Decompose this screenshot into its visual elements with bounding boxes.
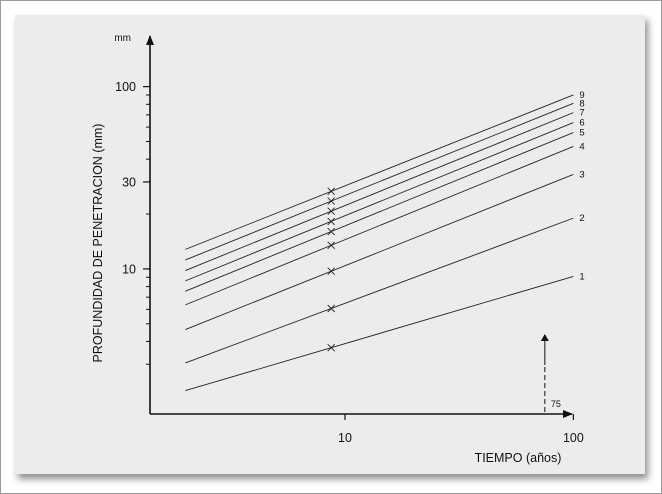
y-tick-label: 10	[122, 262, 136, 276]
marker-x-9	[327, 187, 336, 196]
series-line-6	[185, 122, 574, 282]
series-lines	[185, 94, 574, 392]
y-axis-title: PROFUNDIDAD DE PENETRACION (mm)	[91, 124, 105, 363]
series-label-9: 9	[579, 90, 584, 101]
series-label-3: 3	[579, 169, 584, 180]
x-axis-title: TIEMPO (años)	[475, 451, 562, 465]
series-label-1: 1	[579, 271, 584, 282]
x-ticks: 10 100	[338, 414, 584, 445]
markers	[327, 187, 336, 352]
series-line-8	[185, 102, 574, 261]
series-label-6: 6	[579, 118, 584, 129]
series-line-7	[185, 112, 574, 271]
y-tick-label: 30	[122, 175, 136, 189]
series-line-5	[185, 132, 574, 292]
marker-x-5	[327, 227, 336, 236]
y-ticks: 10 30 100	[115, 80, 150, 365]
series-line-9	[185, 94, 574, 250]
marker-x-3	[327, 267, 336, 276]
series-line-2	[185, 217, 574, 364]
marker-x-8	[327, 197, 336, 205]
x-tick-label: 10	[338, 431, 352, 445]
series-label-5: 5	[579, 128, 584, 139]
marker-x-2	[327, 304, 336, 313]
series-line-1	[185, 275, 574, 392]
annotation-75: 75	[540, 334, 561, 412]
marker-x-6	[327, 217, 336, 226]
series-label-8: 8	[579, 98, 584, 109]
y-unit-label: mm	[114, 33, 131, 44]
marker-x-7	[327, 207, 336, 216]
series-label-2: 2	[579, 213, 584, 224]
marker-x-4	[327, 241, 336, 250]
x-tick-label: 100	[563, 431, 584, 445]
y-tick-label: 100	[115, 80, 136, 94]
series-label-4: 4	[579, 141, 584, 152]
series-line-4	[185, 145, 574, 306]
series-label-7: 7	[579, 108, 584, 119]
annotation-label: 75	[551, 399, 561, 409]
series-line-3	[185, 173, 574, 330]
marker-x-1	[327, 343, 336, 352]
